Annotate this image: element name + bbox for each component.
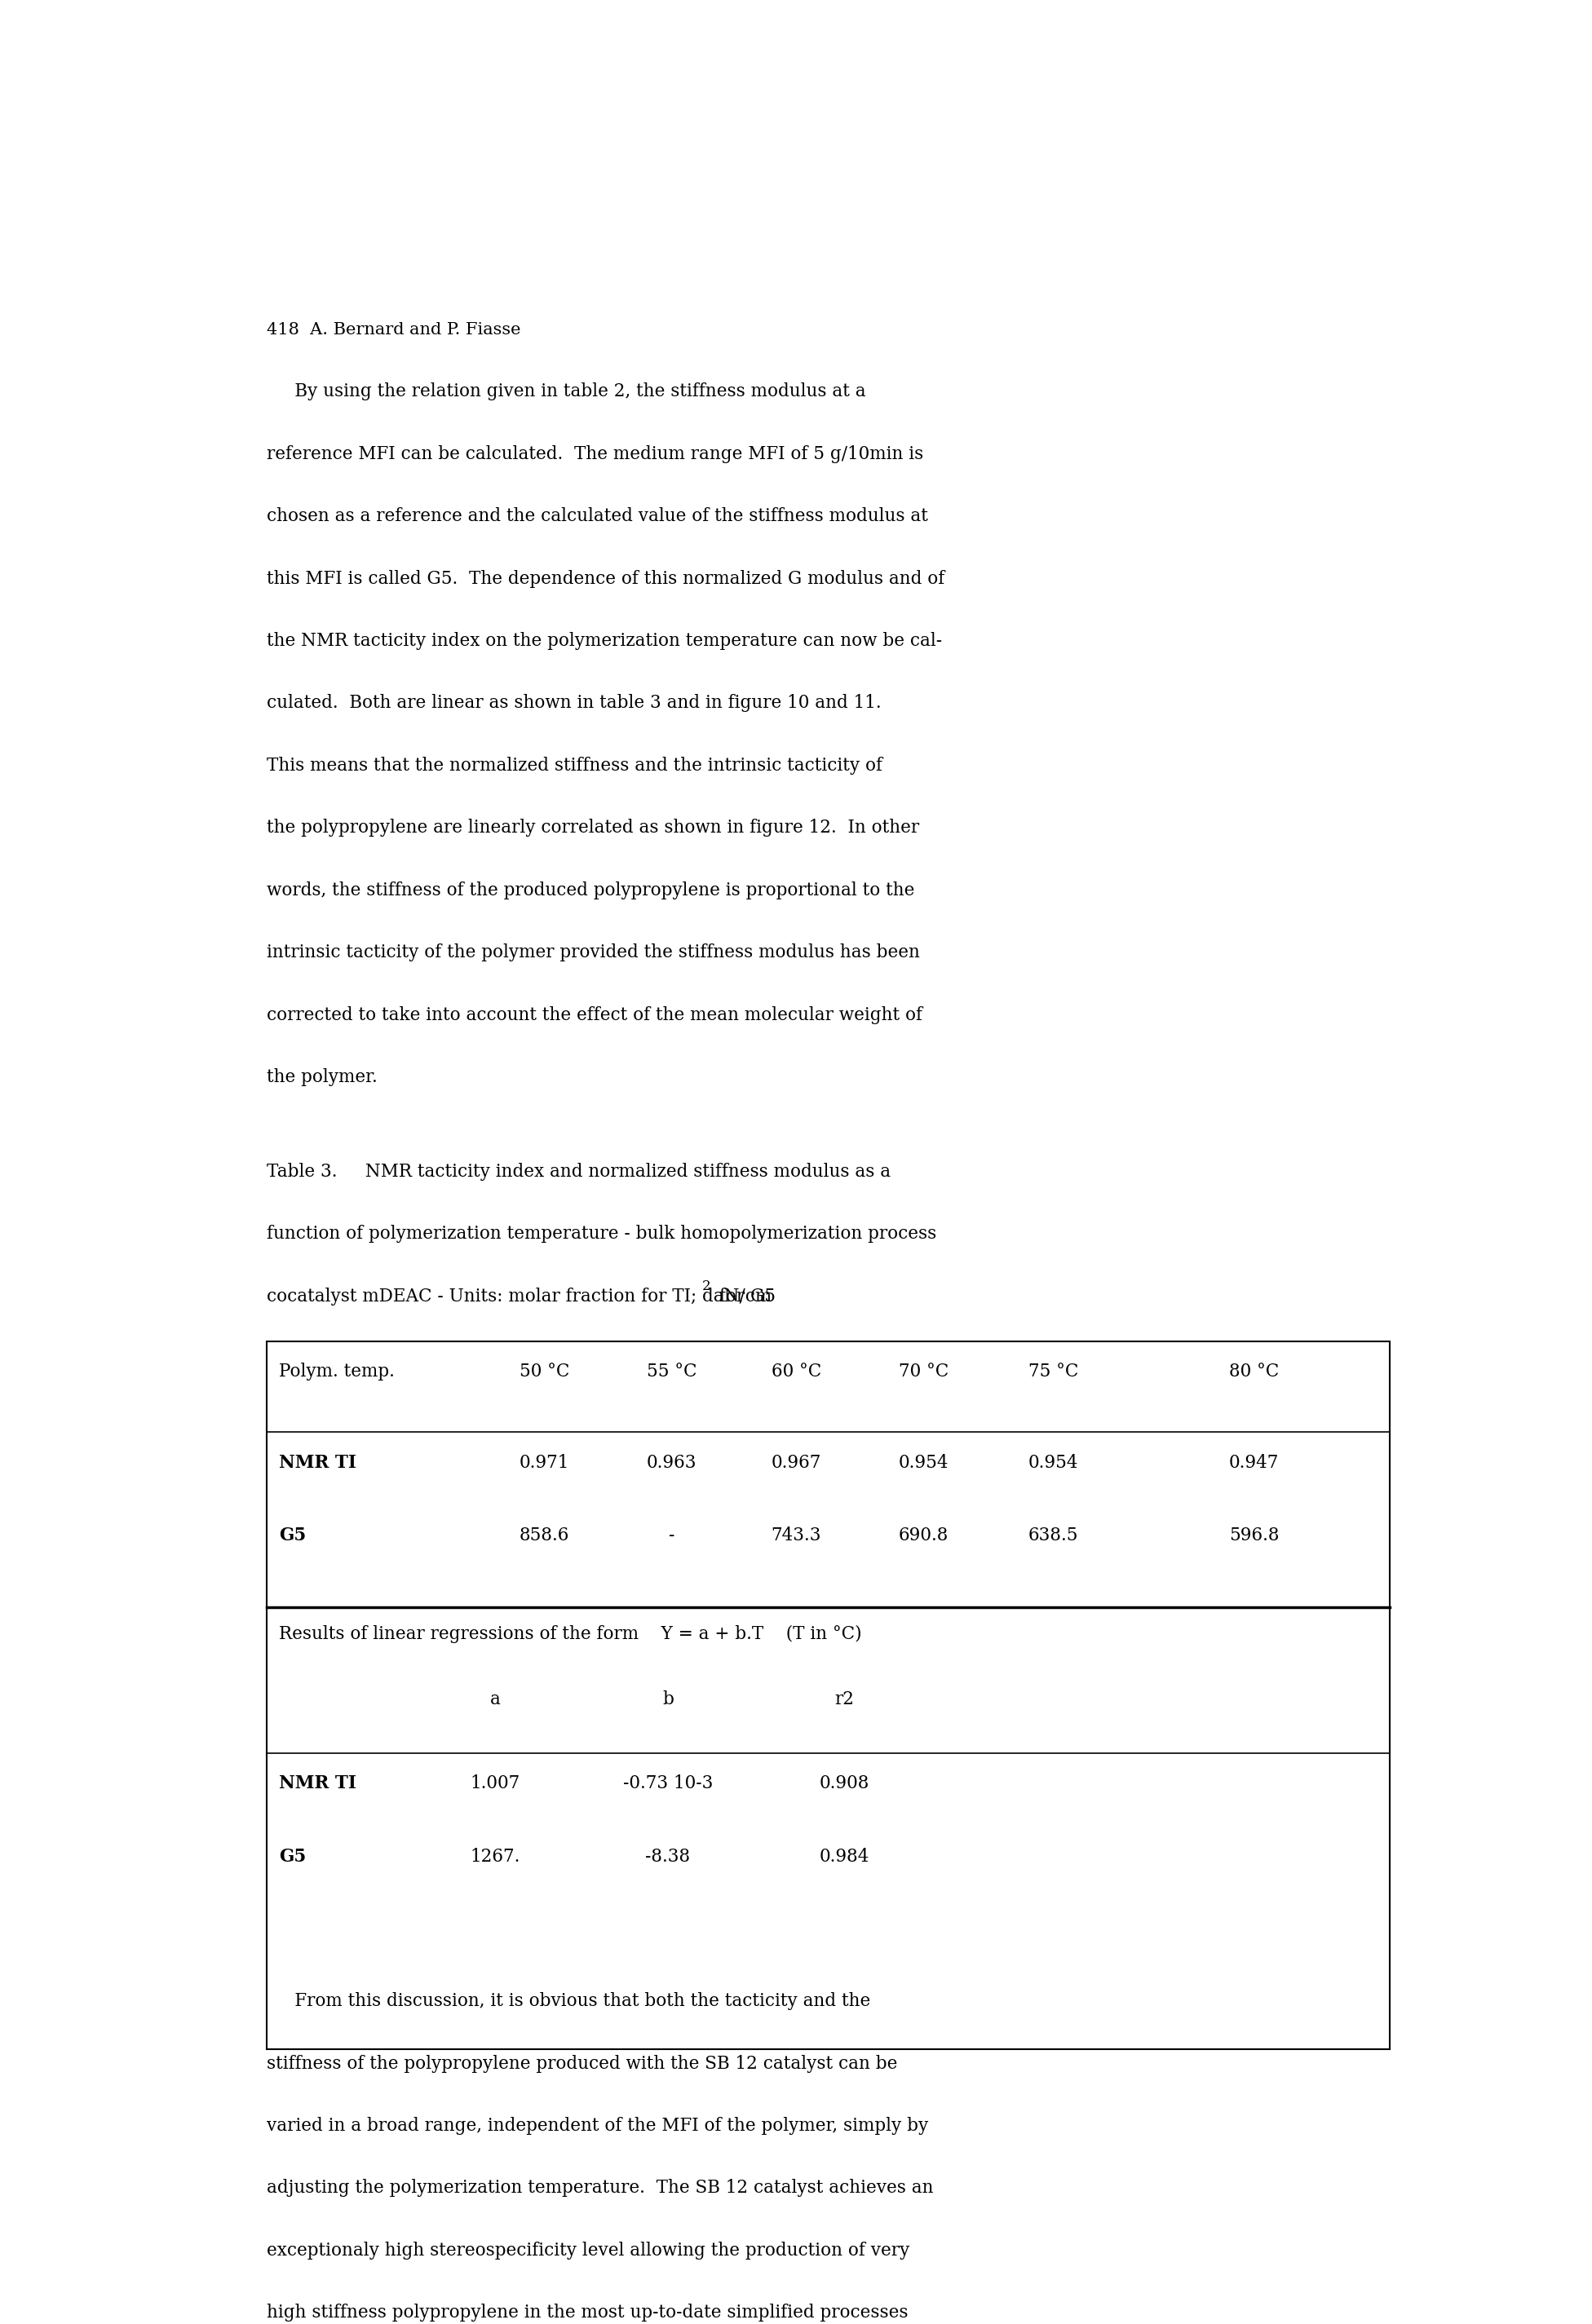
Text: the polymer.: the polymer. bbox=[267, 1069, 377, 1085]
Text: 60 °C: 60 °C bbox=[771, 1362, 821, 1380]
Text: Table 3.     NMR tacticity index and normalized stiffness modulus as a: Table 3. NMR tacticity index and normali… bbox=[267, 1162, 892, 1181]
Text: G5: G5 bbox=[279, 1527, 306, 1545]
Text: 0.984: 0.984 bbox=[820, 1848, 869, 1866]
Text: for G5: for G5 bbox=[713, 1287, 775, 1306]
Text: By using the relation given in table 2, the stiffness modulus at a: By using the relation given in table 2, … bbox=[267, 383, 866, 400]
Text: chosen as a reference and the calculated value of the stiffness modulus at: chosen as a reference and the calculated… bbox=[267, 507, 928, 525]
Text: 0.963: 0.963 bbox=[646, 1452, 697, 1471]
Text: -0.73 10-3: -0.73 10-3 bbox=[622, 1776, 713, 1792]
Text: high stiffness polypropylene in the most up-to-date simplified processes: high stiffness polypropylene in the most… bbox=[267, 2303, 909, 2322]
Text: 0.947: 0.947 bbox=[1229, 1452, 1278, 1471]
Text: b: b bbox=[662, 1690, 673, 1708]
Text: 596.8: 596.8 bbox=[1229, 1527, 1278, 1545]
Text: words, the stiffness of the produced polypropylene is proportional to the: words, the stiffness of the produced pol… bbox=[267, 881, 915, 899]
Text: 1.007: 1.007 bbox=[470, 1776, 521, 1792]
Text: 50 °C: 50 °C bbox=[519, 1362, 570, 1380]
Text: NMR TI: NMR TI bbox=[279, 1776, 357, 1792]
Text: cocatalyst mDEAC - Units: molar fraction for TI; daN/cm: cocatalyst mDEAC - Units: molar fraction… bbox=[267, 1287, 772, 1306]
Text: 0.954: 0.954 bbox=[1028, 1452, 1078, 1471]
Text: 690.8: 690.8 bbox=[899, 1527, 949, 1545]
Text: reference MFI can be calculated.  The medium range MFI of 5 g/10min is: reference MFI can be calculated. The med… bbox=[267, 444, 923, 462]
Text: stiffness of the polypropylene produced with the SB 12 catalyst can be: stiffness of the polypropylene produced … bbox=[267, 2054, 898, 2073]
Text: 75 °C: 75 °C bbox=[1028, 1362, 1078, 1380]
Text: 743.3: 743.3 bbox=[771, 1527, 821, 1545]
Text: This means that the normalized stiffness and the intrinsic tacticity of: This means that the normalized stiffness… bbox=[267, 758, 882, 774]
Text: Results of linear regressions of the form    Y = a + b.T    (T in °C): Results of linear regressions of the for… bbox=[279, 1624, 861, 1643]
Text: 0.954: 0.954 bbox=[899, 1452, 949, 1471]
Text: culated.  Both are linear as shown in table 3 and in figure 10 and 11.: culated. Both are linear as shown in tab… bbox=[267, 695, 882, 711]
Text: 1267.: 1267. bbox=[470, 1848, 521, 1866]
Text: a: a bbox=[490, 1690, 500, 1708]
Text: -: - bbox=[669, 1527, 675, 1545]
Text: adjusting the polymerization temperature.  The SB 12 catalyst achieves an: adjusting the polymerization temperature… bbox=[267, 2180, 933, 2196]
Text: exceptionaly high stereospecificity level allowing the production of very: exceptionaly high stereospecificity leve… bbox=[267, 2240, 909, 2259]
Text: corrected to take into account the effect of the mean molecular weight of: corrected to take into account the effec… bbox=[267, 1006, 923, 1025]
Text: 0.908: 0.908 bbox=[820, 1776, 869, 1792]
Text: this MFI is called G5.  The dependence of this normalized G modulus and of: this MFI is called G5. The dependence of… bbox=[267, 569, 944, 588]
Text: varied in a broad range, independent of the MFI of the polymer, simply by: varied in a broad range, independent of … bbox=[267, 2117, 928, 2136]
Text: the NMR tacticity index on the polymerization temperature can now be cal-: the NMR tacticity index on the polymeriz… bbox=[267, 632, 942, 651]
Text: From this discussion, it is obvious that both the tacticity and the: From this discussion, it is obvious that… bbox=[267, 1992, 871, 2010]
Text: r2: r2 bbox=[834, 1690, 853, 1708]
Text: -8.38: -8.38 bbox=[645, 1848, 691, 1866]
Text: 55 °C: 55 °C bbox=[646, 1362, 697, 1380]
Text: 638.5: 638.5 bbox=[1028, 1527, 1078, 1545]
Text: 70 °C: 70 °C bbox=[899, 1362, 949, 1380]
Text: the polypropylene are linearly correlated as shown in figure 12.  In other: the polypropylene are linearly correlate… bbox=[267, 818, 920, 837]
Text: G5: G5 bbox=[279, 1848, 306, 1866]
Text: 418  A. Bernard and P. Fiasse: 418 A. Bernard and P. Fiasse bbox=[267, 321, 521, 337]
Text: intrinsic tacticity of the polymer provided the stiffness modulus has been: intrinsic tacticity of the polymer provi… bbox=[267, 944, 920, 962]
Text: 858.6: 858.6 bbox=[519, 1527, 570, 1545]
Text: Polym. temp.: Polym. temp. bbox=[279, 1362, 395, 1380]
Text: 80 °C: 80 °C bbox=[1229, 1362, 1278, 1380]
Text: 0.967: 0.967 bbox=[771, 1452, 821, 1471]
Text: 2: 2 bbox=[702, 1281, 712, 1292]
Text: function of polymerization temperature - bulk homopolymerization process: function of polymerization temperature -… bbox=[267, 1225, 936, 1243]
Bar bbox=[267, 1341, 1390, 2050]
Text: NMR TI: NMR TI bbox=[279, 1452, 357, 1471]
Text: 0.971: 0.971 bbox=[519, 1452, 570, 1471]
